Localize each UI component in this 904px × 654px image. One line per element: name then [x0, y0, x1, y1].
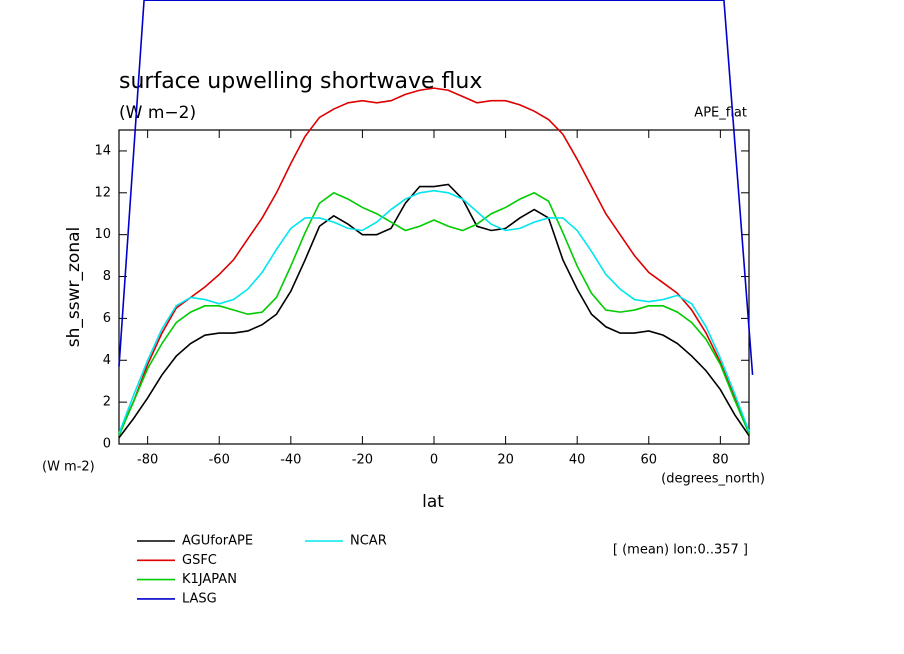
annotation: APE_flat — [694, 106, 747, 121]
legend-label: K1JAPAN — [182, 572, 237, 587]
y-tick-label: 0 — [103, 437, 111, 452]
legend-label: NCAR — [350, 534, 387, 549]
x-tick-label: 0 — [430, 453, 438, 468]
legend-label: GSFC — [182, 553, 217, 568]
y-tick-label: 4 — [103, 353, 111, 368]
data-line — [118, 191, 750, 436]
y-tick-label: 12 — [94, 185, 111, 200]
x-tick-label: -20 — [352, 453, 373, 468]
y-tick-label: 8 — [103, 269, 111, 284]
legend-label: AGUforAPE — [182, 534, 253, 549]
chart-subtitle: (W m−2) — [119, 103, 196, 123]
x-tick-label: 40 — [569, 453, 586, 468]
y-tick-label: 10 — [94, 227, 111, 242]
chart-title: surface upwelling shortwave flux — [119, 69, 482, 94]
data-line — [118, 189, 750, 434]
y-tick-label: 14 — [94, 143, 111, 158]
data-line — [118, 0, 754, 375]
y-axis-label: sh_sswr_zonal — [64, 227, 84, 347]
x-tick-label: 60 — [640, 453, 657, 468]
x-units: (degrees_north) — [661, 472, 765, 487]
note: [ (mean) lon:0..357 ] — [613, 543, 748, 558]
legend-label: LASG — [182, 591, 217, 606]
plot-frame — [118, 129, 750, 445]
data-line — [118, 87, 750, 434]
y-units: (W m-2) — [42, 460, 95, 475]
x-tick-label: 80 — [712, 453, 729, 468]
data-line — [118, 183, 750, 439]
y-tick-label: 2 — [103, 395, 111, 410]
x-tick-label: -80 — [137, 453, 158, 468]
x-tick-label: -40 — [280, 453, 301, 468]
x-tick-label: -60 — [209, 453, 230, 468]
x-axis-label: lat — [422, 492, 444, 512]
y-tick-label: 6 — [103, 311, 111, 326]
x-tick-label: 20 — [497, 453, 514, 468]
